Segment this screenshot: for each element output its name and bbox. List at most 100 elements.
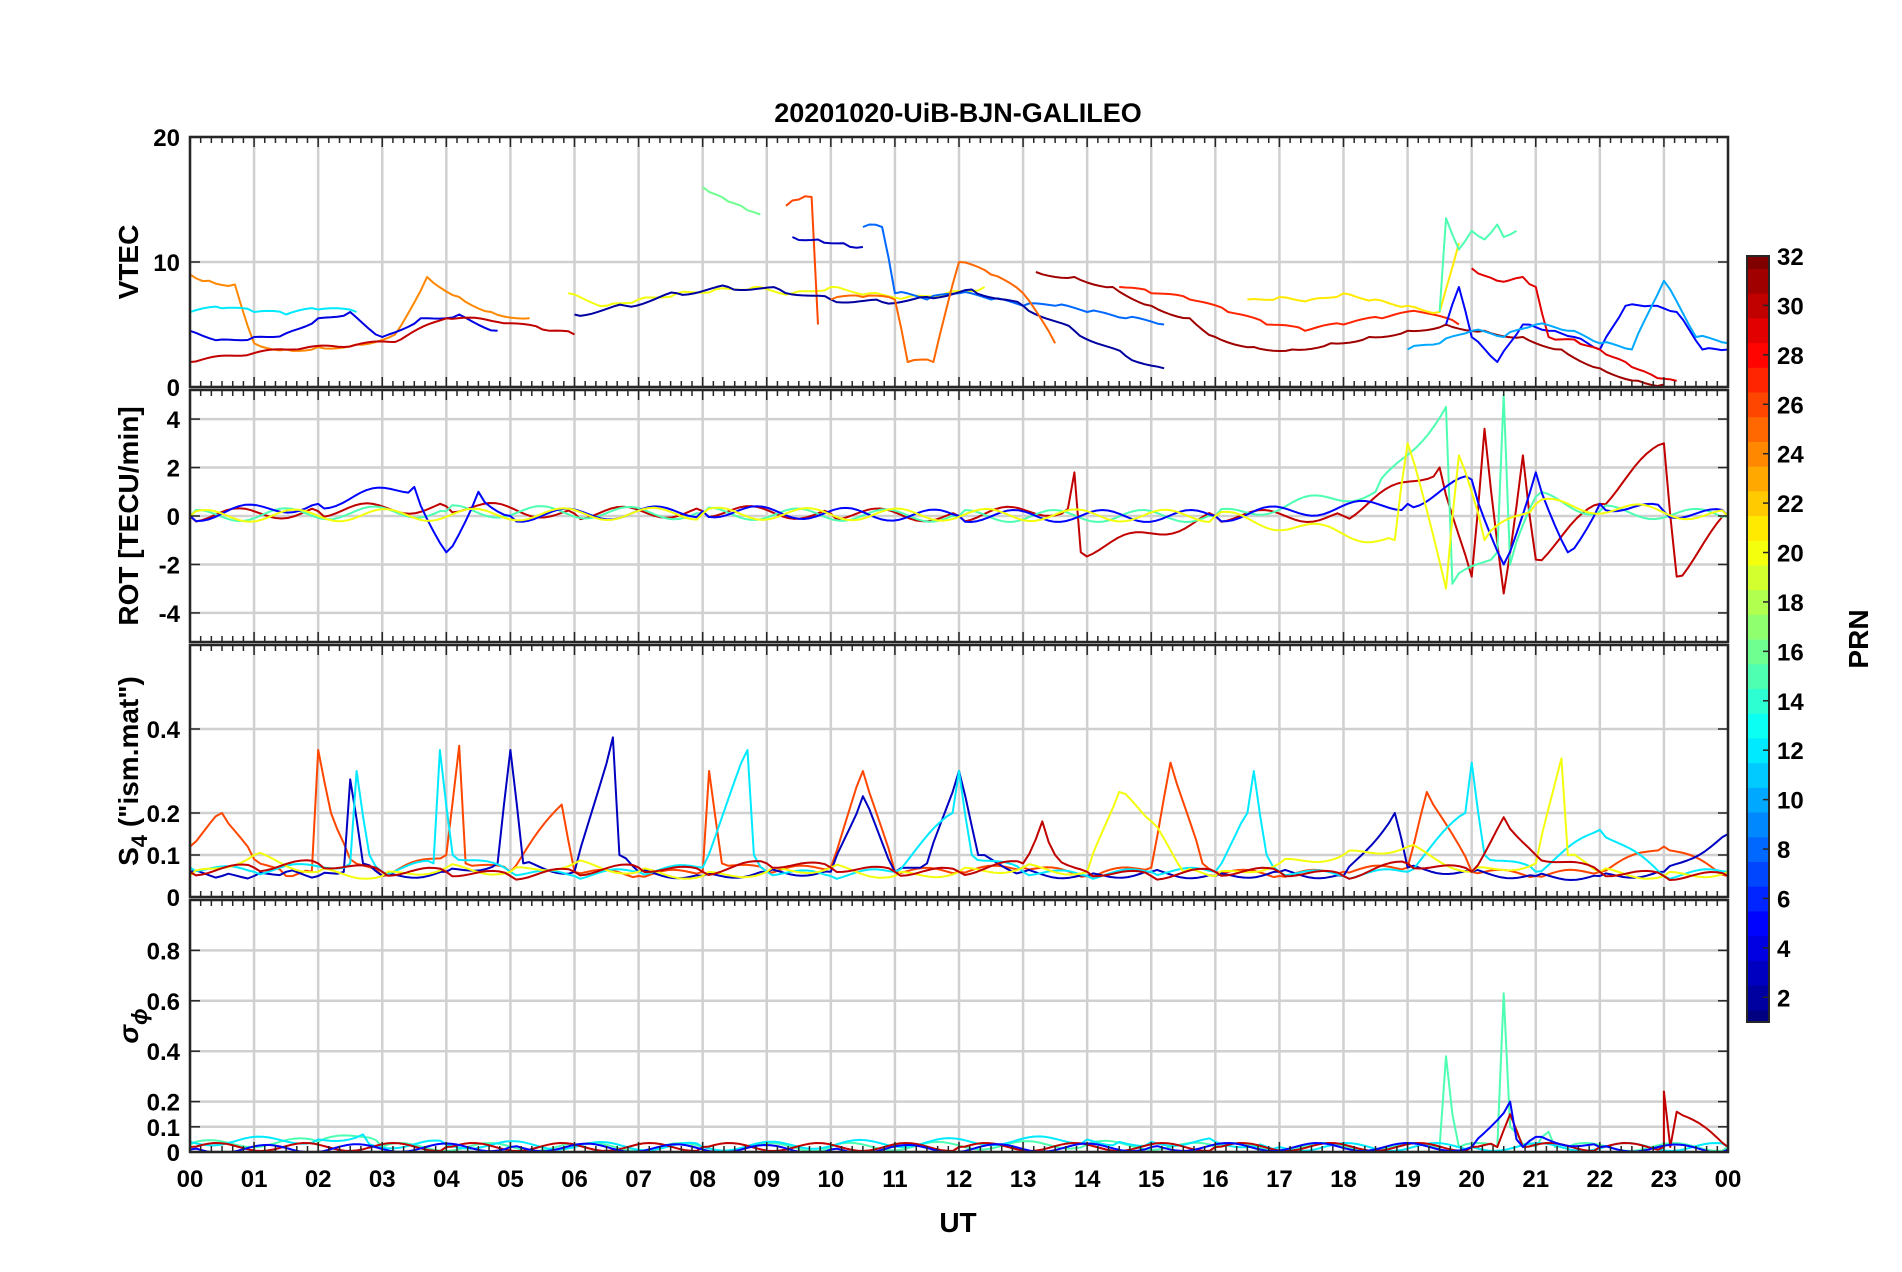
- series-line-prn-16: [702, 186, 761, 216]
- series-line-prn-15: [1438, 217, 1518, 313]
- series-group: [190, 393, 1728, 595]
- colorbar-band: [1747, 268, 1769, 294]
- series-group: [190, 736, 1728, 881]
- y-tick-label: 0.2: [147, 801, 180, 828]
- colorbar-tick-label: 10: [1777, 788, 1804, 815]
- colorbar-band: [1747, 787, 1769, 813]
- colorbar-band: [1747, 441, 1769, 467]
- x-tick-label: 07: [625, 1166, 652, 1193]
- x-tick-label: 06: [561, 1166, 588, 1193]
- series-line-prn-5: [190, 471, 1728, 566]
- y-tick-label: 0: [167, 504, 180, 531]
- panel-vtec: 0 10 20 VTEC: [113, 125, 1730, 402]
- colorbar-band: [1747, 490, 1769, 517]
- colorbar-tick-label: 28: [1777, 343, 1804, 370]
- colorbar-band: [1747, 614, 1769, 640]
- y-axis-label: σϕ: [113, 1008, 152, 1043]
- x-tick-label: 23: [1651, 1166, 1678, 1193]
- y-tick-label: 2: [167, 456, 180, 483]
- y-tick-label: 10: [153, 250, 180, 277]
- colorbar-tick-label: 8: [1777, 837, 1790, 864]
- colorbar-band: [1747, 737, 1769, 764]
- y-tick-label: 0: [167, 885, 180, 912]
- x-tick-label: 20: [1458, 1166, 1485, 1193]
- colorbar-band: [1747, 663, 1769, 690]
- colorbar-band: [1747, 886, 1769, 912]
- series-line-prn-20: [190, 442, 1728, 590]
- colorbar-tick-label: 32: [1777, 244, 1804, 271]
- x-tick-label: 01: [241, 1166, 268, 1193]
- series-line-prn-27: [1119, 286, 1460, 332]
- colorbar-tick-label: 2: [1777, 985, 1790, 1012]
- y-tick-label: 0: [167, 375, 180, 402]
- colorbar-tick-label: 30: [1777, 293, 1804, 320]
- x-tick-label: 04: [433, 1166, 460, 1193]
- colorbar-band: [1747, 910, 1769, 937]
- colorbar-tick-label: 16: [1777, 639, 1804, 666]
- colorbar-band: [1747, 762, 1769, 788]
- colorbar-tick-label: 24: [1777, 442, 1804, 469]
- x-tick-label: 17: [1266, 1166, 1293, 1193]
- y-tick-label: 0.4: [147, 717, 181, 744]
- y-tick-label: 4: [167, 407, 181, 434]
- x-tick-label: 13: [1010, 1166, 1037, 1193]
- x-tick-label: 18: [1330, 1166, 1357, 1193]
- colorbar-band: [1747, 960, 1769, 986]
- colorbar-band: [1747, 540, 1769, 566]
- colorbar-frame: [1746, 255, 1770, 1023]
- y-tick-label: 0.6: [147, 989, 180, 1016]
- colorbar-band: [1747, 317, 1769, 344]
- colorbar-tick-label: 22: [1777, 491, 1804, 518]
- series-line-prn-12: [190, 305, 357, 316]
- series-line-prn-30: [190, 316, 575, 363]
- x-tick-label: 00: [1715, 1166, 1742, 1193]
- x-tick-label: 11: [882, 1166, 907, 1193]
- series-line-prn-20: [190, 757, 1728, 880]
- series-group: [190, 186, 1728, 387]
- x-tick-label: 12: [946, 1166, 973, 1193]
- y-tick-label: 0: [167, 1140, 180, 1167]
- colorbar-band: [1747, 342, 1769, 368]
- colorbar-tick-label: 18: [1777, 590, 1804, 617]
- x-tick-label: 16: [1202, 1166, 1229, 1193]
- y-axis-label: S4 ("ism.mat"): [113, 676, 152, 866]
- colorbar-band: [1747, 515, 1769, 541]
- colorbar-band: [1747, 564, 1769, 591]
- colorbar-tick-label: 20: [1777, 541, 1804, 568]
- series-group: [190, 992, 1728, 1152]
- panel-rot: -4 -2 0 2 4 ROT [TECU/min]: [113, 388, 1730, 644]
- y-axis-label: VTEC: [113, 225, 144, 300]
- colorbar-tick-label: 4: [1777, 936, 1791, 963]
- series-line-prn-30: [190, 816, 1728, 881]
- series-line-prn-21: [1247, 243, 1460, 315]
- x-tick-label: 21: [1522, 1166, 1549, 1193]
- colorbar-tick-label: 12: [1777, 738, 1804, 765]
- y-tick-label: 0.4: [147, 1039, 181, 1066]
- y-axis-label-main: S: [113, 847, 144, 866]
- colorbar-band: [1747, 836, 1769, 862]
- colorbar-band: [1747, 639, 1769, 665]
- colorbar-band: [1747, 416, 1769, 442]
- y-axis-label-sub: ϕ: [127, 1008, 152, 1025]
- colorbar-band: [1747, 391, 1769, 418]
- x-tick-label: 05: [497, 1166, 524, 1193]
- series-line-prn-8: [862, 223, 1165, 326]
- colorbar-label: PRN: [1843, 609, 1874, 668]
- x-tick-label: 00: [177, 1166, 204, 1193]
- series-line-prn-10: [1407, 279, 1728, 351]
- x-tick-label: 15: [1138, 1166, 1165, 1193]
- colorbar-band: [1747, 811, 1769, 838]
- colorbar-band: [1747, 861, 1769, 887]
- y-tick-label: -4: [159, 601, 181, 628]
- panel-sigma_phi: 00.10.2 0.4 0.6 0.8 σϕ: [113, 898, 1730, 1167]
- x-axis-label: UT: [939, 1207, 976, 1238]
- colorbar-tick-label: 14: [1777, 689, 1804, 716]
- series-line-prn-3: [791, 236, 864, 249]
- y-tick-label: 0.1: [147, 1115, 180, 1142]
- colorbar-tick-label: 6: [1777, 886, 1790, 913]
- x-tick-label: 08: [689, 1166, 716, 1193]
- x-tick-label: 09: [753, 1166, 780, 1193]
- series-line-prn-29: [1471, 267, 1677, 382]
- series-line-prn-3: [190, 736, 1728, 881]
